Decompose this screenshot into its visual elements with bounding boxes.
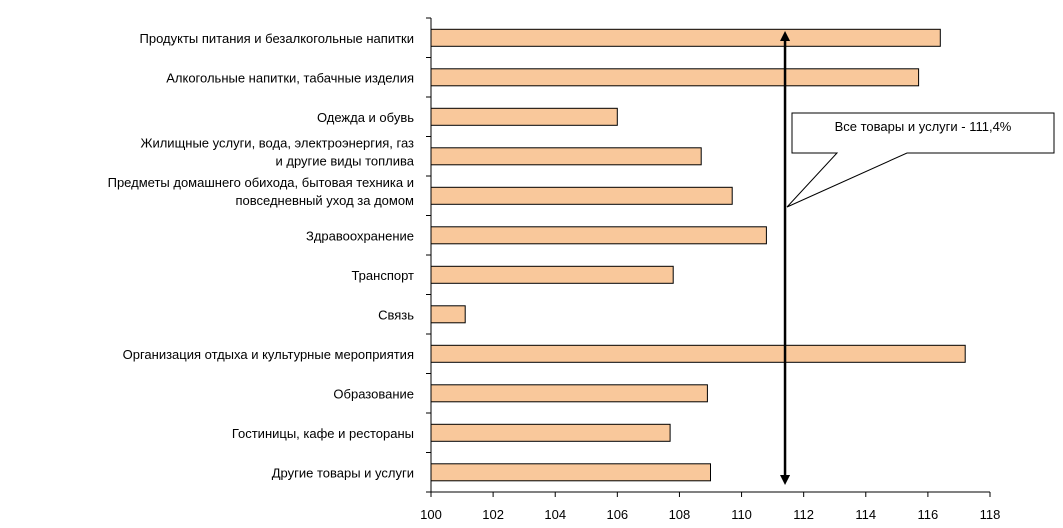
bar: [430, 305, 466, 324]
reference-callout-box: [786, 112, 1055, 208]
bar: [430, 344, 966, 363]
category-label: Алкогольные напитки, табачные изделия: [166, 70, 414, 85]
bar: [430, 423, 671, 442]
bar: [430, 147, 702, 166]
bar: [430, 107, 618, 126]
category-label: Связь: [378, 307, 414, 322]
x-tick-label: 106: [606, 507, 628, 522]
category-label: повседневный уход за домом: [236, 193, 415, 208]
category-label: Гостиницы, кафе и рестораны: [232, 426, 414, 441]
x-tick-label: 108: [669, 507, 691, 522]
bar: [430, 68, 920, 87]
category-label: и другие виды топлива: [275, 153, 414, 168]
x-tick-label: 118: [980, 507, 1001, 522]
category-label: Другие товары и услуги: [272, 465, 414, 480]
category-label: Здравоохранение: [306, 228, 414, 243]
x-tick-label: 100: [420, 507, 442, 522]
x-tick-label: 104: [544, 507, 566, 522]
x-tick-label: 110: [731, 507, 752, 522]
bar: [430, 226, 767, 245]
x-tick-label: 102: [482, 507, 504, 522]
bar: [430, 384, 708, 403]
bar: [430, 28, 941, 47]
axes: 100 102 104 106 108 110 112 114 116 118: [420, 17, 1001, 522]
x-tick-label: 116: [918, 507, 939, 522]
x-tick-label: 112: [793, 507, 814, 522]
category-label: Продукты питания и безалкогольные напитк…: [140, 31, 414, 46]
category-label: Транспорт: [351, 268, 414, 283]
reference-marker: Все товары и услуги - 111,4%: [780, 31, 1055, 485]
reference-callout-label: Все товары и услуги - 111,4%: [835, 119, 1012, 134]
bar: [430, 463, 711, 482]
category-label: Одежда и обувь: [317, 110, 414, 125]
category-label: Образование: [333, 386, 414, 401]
category-labels: Продукты питания и безалкогольные напитк…: [108, 31, 415, 480]
bars-layer: [430, 28, 966, 482]
x-tick-label: 114: [855, 507, 876, 522]
category-label: Организация отдыха и культурные мероприя…: [123, 347, 414, 362]
bar: [430, 186, 733, 205]
bar: [430, 265, 674, 284]
category-label: Предметы домашнего обихода, бытовая техн…: [108, 175, 414, 190]
category-label: Жилищные услуги, вода, электроэнергия, г…: [140, 135, 414, 150]
